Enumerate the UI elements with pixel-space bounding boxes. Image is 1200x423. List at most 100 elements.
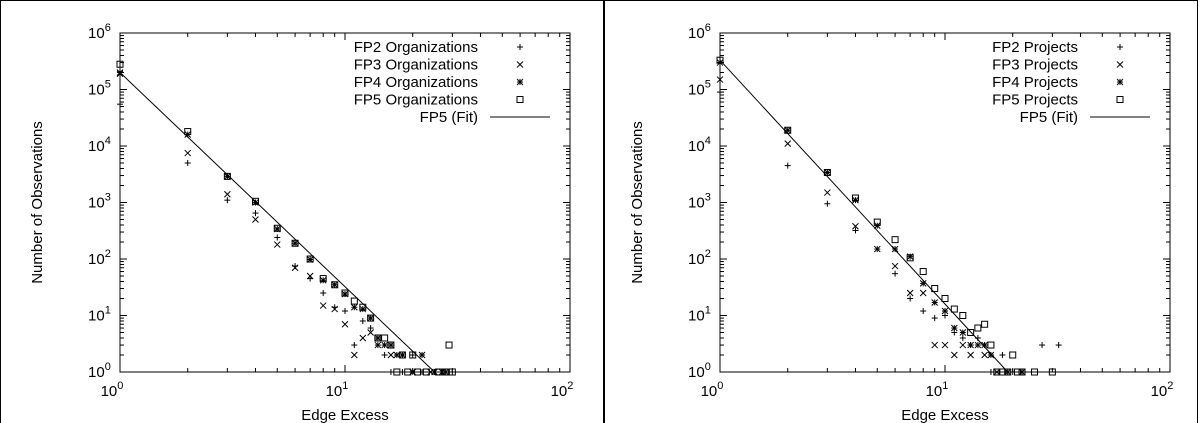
data-point	[350, 351, 358, 359]
data-point	[251, 197, 259, 205]
legend-label: FP5 (Fit)	[1020, 109, 1078, 126]
chart-projects: 100 101 102 100 101 102 103 104 105 106 Edge Exces…	[629, 22, 1174, 423]
data-point	[824, 200, 831, 207]
data-point	[184, 128, 192, 136]
data-point	[873, 245, 881, 253]
data-point	[398, 351, 406, 359]
data-point	[852, 196, 859, 204]
data-point	[852, 227, 859, 234]
data-point	[442, 368, 450, 376]
x-tick-label: 100	[101, 380, 124, 400]
data-point	[381, 334, 389, 342]
x-tick-label: 102	[551, 380, 574, 400]
data-point	[950, 324, 958, 332]
data-point	[274, 234, 281, 241]
x-axis-label: Edge Excess	[301, 407, 389, 423]
data-point	[434, 368, 442, 376]
data-point	[873, 218, 881, 226]
data-point	[981, 320, 989, 328]
data-point	[387, 351, 395, 359]
legend-symbol	[517, 44, 523, 50]
y-ticks	[120, 35, 570, 373]
data-point	[350, 303, 358, 311]
data-point	[341, 289, 349, 297]
data-point	[331, 281, 339, 289]
y-tick-label: 102	[688, 248, 711, 268]
series-1	[117, 101, 456, 375]
data-point	[974, 341, 982, 349]
legend-symbol	[516, 61, 524, 68]
data-point	[906, 254, 914, 262]
y-tick-label: 104	[88, 135, 111, 155]
data-point	[919, 289, 927, 297]
y-tick-label: 101	[88, 305, 111, 325]
data-point	[319, 275, 327, 283]
data-point	[445, 341, 453, 349]
x-ticks	[119, 33, 561, 372]
legend-symbol	[516, 96, 524, 103]
data-point	[1004, 368, 1012, 376]
data-point	[987, 341, 995, 349]
x-tick-label: 102	[1151, 380, 1174, 400]
legend-symbol	[1116, 61, 1124, 68]
data-point	[967, 329, 975, 337]
data-point	[381, 351, 388, 358]
data-point	[987, 351, 995, 359]
data-point	[387, 341, 395, 349]
data-point	[184, 160, 191, 167]
series-5	[119, 72, 435, 373]
data-point	[413, 368, 421, 376]
data-point	[404, 368, 412, 376]
legend-symbol	[1116, 96, 1124, 103]
data-point	[449, 369, 456, 375]
plot-area	[119, 32, 571, 373]
y-tick-label: 105	[688, 79, 711, 99]
legend-label: FP4 Organizations	[354, 74, 478, 91]
series-2	[116, 70, 434, 376]
data-point	[823, 168, 831, 176]
data-point	[920, 308, 927, 315]
data-point	[419, 369, 426, 375]
legend-label: FP3 Organizations	[354, 57, 478, 74]
y-ticks	[720, 35, 1170, 373]
data-point	[784, 140, 792, 148]
data-point	[941, 307, 949, 315]
data-point	[998, 368, 1006, 376]
data-point	[716, 59, 724, 66]
data-point	[367, 314, 375, 322]
data-point	[184, 149, 192, 157]
data-point	[374, 341, 382, 349]
data-point	[224, 197, 231, 204]
data-point	[999, 351, 1006, 358]
legend-symbol	[516, 78, 524, 86]
data-point	[959, 312, 967, 319]
y-tick-label: 103	[88, 192, 111, 212]
legend-symbol	[1117, 44, 1123, 50]
data-point	[442, 368, 449, 376]
legend-label: FP3 Projects	[992, 57, 1078, 74]
data-point	[422, 368, 430, 376]
data-point	[359, 334, 367, 342]
data-point	[252, 216, 259, 223]
data-point	[852, 222, 859, 230]
y-axis-label: Number of Observations	[29, 121, 46, 284]
data-point	[367, 314, 374, 322]
data-point	[409, 351, 416, 358]
data-point	[891, 236, 899, 244]
data-point	[1048, 368, 1056, 376]
series-4	[716, 56, 1056, 376]
chart-organizations: 100 101 102 100 101 102 103 104 105 106 Edge Exces…	[29, 22, 574, 423]
data-point	[784, 126, 792, 134]
data-point	[319, 302, 327, 309]
data-point	[959, 334, 966, 341]
legend-symbol	[1116, 78, 1124, 86]
data-point	[892, 270, 899, 277]
data-point	[393, 351, 401, 359]
x-tick-label: 101	[926, 380, 949, 400]
y-tick-label: 100	[88, 361, 111, 381]
data-point	[409, 351, 417, 359]
legend-label: FP5 Organizations	[354, 92, 478, 109]
y-axis-label: Number of Observations	[629, 121, 646, 284]
y-tick-label: 101	[688, 305, 711, 325]
